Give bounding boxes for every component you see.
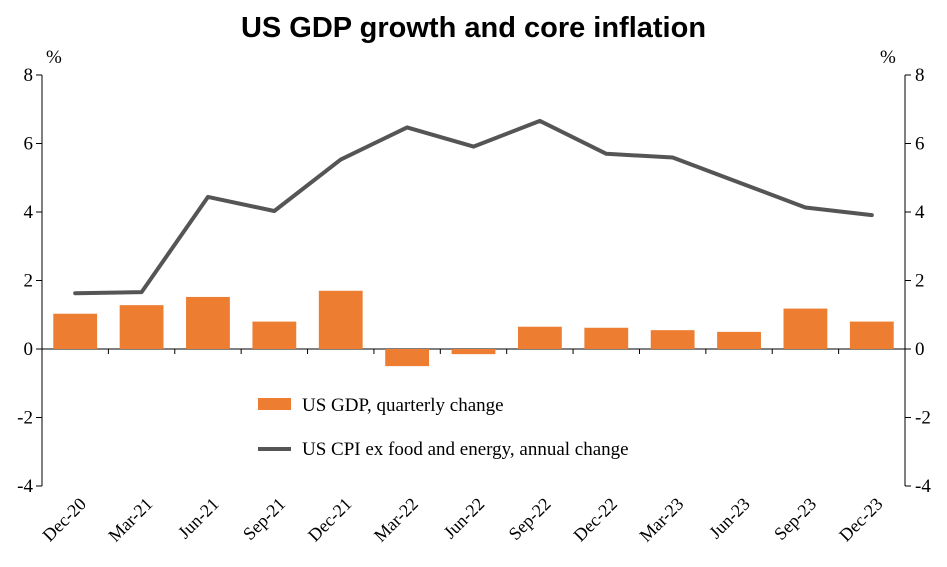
gdp-bar (517, 326, 562, 349)
cpi-line-series (73, 118, 874, 296)
axes: -4 -4 -2 -2 0 0 2 2 4 4 6 6 8 8 (17, 65, 931, 497)
gdp-bar (783, 308, 828, 349)
gdp-bar (451, 349, 496, 355)
left-tick-label: 0 (24, 339, 34, 360)
x-category-label: Dec-23 (835, 494, 887, 546)
x-category-label: Sep-23 (770, 494, 820, 544)
gdp-bar (252, 321, 297, 349)
right-tick-label: 8 (915, 65, 925, 86)
x-category-label: Jun-23 (705, 494, 754, 543)
x-category-label: Mar-22 (370, 494, 422, 546)
gdp-bars (53, 290, 894, 367)
gdp-bar (53, 313, 98, 349)
legend-swatch-gdp (258, 398, 291, 410)
left-axis-unit: % (46, 47, 62, 68)
right-tick-label: 2 (915, 271, 925, 292)
right-tick-label: 6 (915, 134, 925, 155)
right-tick-label: -2 (915, 408, 931, 429)
gdp-bar (849, 321, 894, 349)
gdp-bar (186, 296, 230, 349)
cpi-line (73, 118, 874, 296)
right-tick-label: 4 (915, 202, 925, 223)
category-labels: Dec-20 Mar-21 Jun-21 Sep-21 Dec-21 Mar-22 Jun-… (38, 494, 886, 546)
gdp-bar (318, 290, 363, 349)
left-tick-label: 8 (24, 65, 34, 86)
gdp-bar (119, 305, 164, 349)
x-category-label: Sep-21 (239, 494, 289, 544)
gdp-bar (650, 330, 695, 349)
right-tick-label: -4 (915, 476, 931, 497)
chart-title: US GDP growth and core inflation (240, 12, 707, 44)
left-tick-label: -2 (17, 408, 33, 429)
legend: US GDP, quarterly change US CPI ex food … (258, 395, 629, 460)
x-category-label: Dec-20 (38, 494, 90, 546)
left-tick-label: 6 (24, 134, 34, 155)
x-category-label: Mar-21 (104, 494, 156, 546)
gdp-bar (584, 327, 629, 349)
x-category-label: Jun-22 (440, 494, 489, 543)
legend-label-gdp: US GDP, quarterly change (302, 395, 504, 416)
right-tick-label: 0 (915, 339, 925, 360)
x-category-label: Dec-22 (569, 494, 621, 546)
x-category-label: Dec-21 (304, 494, 356, 546)
right-axis-unit: % (880, 47, 896, 68)
left-tick-label: 2 (24, 271, 34, 292)
x-category-label: Mar-23 (635, 494, 687, 546)
gdp-bar (385, 349, 430, 367)
gdp-bar (717, 331, 761, 349)
x-category-label: Jun-21 (174, 494, 223, 543)
x-category-label: Sep-22 (505, 494, 555, 544)
legend-label-cpi: US CPI ex food and energy, annual change (302, 439, 629, 460)
left-tick-label: -4 (17, 476, 33, 497)
left-tick-label: 4 (24, 202, 34, 223)
